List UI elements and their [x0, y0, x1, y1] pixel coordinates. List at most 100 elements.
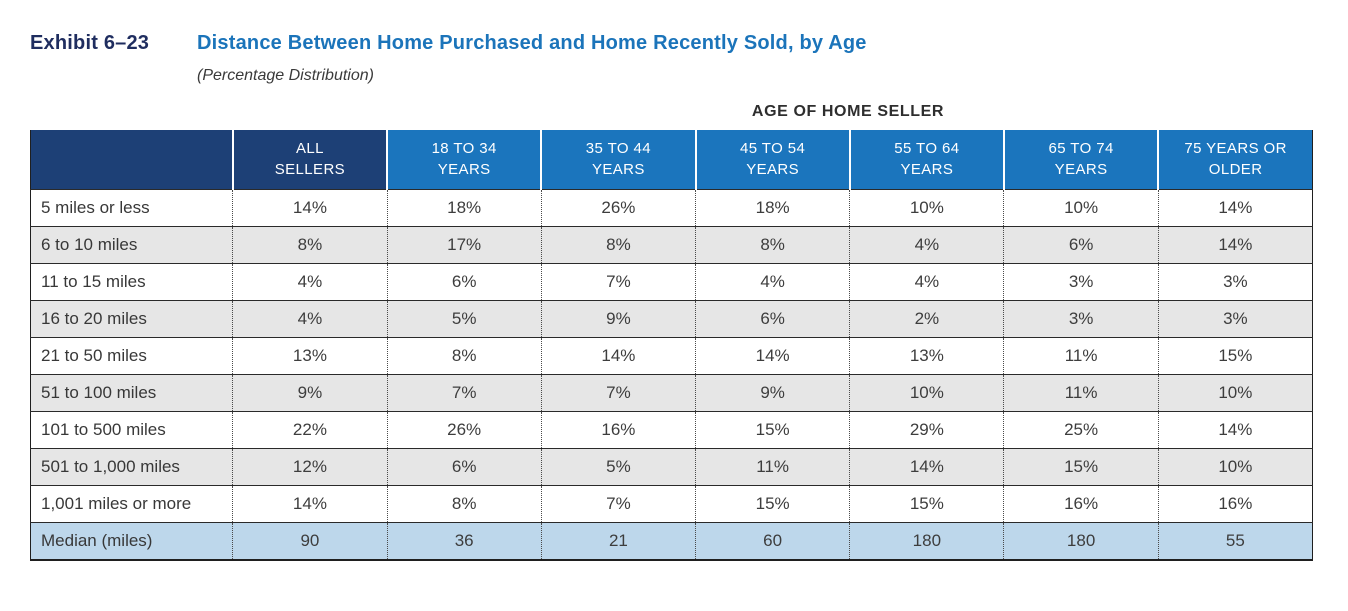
value-cell: 13% — [232, 337, 388, 375]
table-row: 5 miles or less 14% 18% 26% 18% 10% 10% 14% — [30, 189, 1313, 227]
value-cell: 55 — [1157, 522, 1313, 560]
row-label: 501 to 1,000 miles — [30, 448, 233, 486]
row-label: 11 to 15 miles — [30, 263, 233, 301]
value-cell: 36 — [386, 522, 542, 560]
row-label: 1,001 miles or more — [30, 485, 233, 523]
table-row: 501 to 1,000 miles 12% 6% 5% 11% 14% 15% 10% — [30, 448, 1313, 486]
value-cell: 6% — [1003, 226, 1159, 264]
value-cell: 3% — [1157, 300, 1313, 338]
table-row: 1,001 miles or more 14% 8% 7% 15% 15% 16% 16% — [30, 485, 1313, 523]
row-label: Median (miles) — [30, 522, 233, 560]
value-cell: 26% — [386, 411, 542, 449]
value-cell: 9% — [232, 374, 388, 412]
table-zone: AGE OF HOME SELLER ALL SELLERS 18 TO 34 Y… — [30, 103, 1313, 561]
value-cell: 15% — [695, 485, 850, 523]
value-cell: 14% — [232, 189, 388, 227]
table-row: 6 to 10 miles 8% 17% 8% 8% 4% 6% 14% — [30, 226, 1313, 264]
value-cell: 26% — [540, 189, 696, 227]
value-cell: 17% — [386, 226, 542, 264]
value-cell: 3% — [1003, 263, 1159, 301]
value-cell: 7% — [540, 374, 696, 412]
value-cell: 7% — [540, 263, 696, 301]
value-cell: 16% — [1003, 485, 1159, 523]
table-row: 21 to 50 miles 13% 8% 14% 14% 13% 11% 15% — [30, 337, 1313, 375]
distance-by-age-table: ALL SELLERS 18 TO 34 YEARS 35 TO 44 YEARS 4… — [30, 130, 1313, 561]
value-cell: 18% — [695, 189, 850, 227]
value-cell: 14% — [540, 337, 696, 375]
row-label: 5 miles or less — [30, 189, 233, 227]
table-body: 5 miles or less 14% 18% 26% 18% 10% 10% 14% 6 to… — [30, 189, 1313, 560]
column-header: ALL SELLERS — [231, 130, 388, 190]
table-header: ALL SELLERS 18 TO 34 YEARS 35 TO 44 YEARS 4… — [30, 130, 1313, 190]
value-cell: 8% — [386, 485, 542, 523]
value-cell: 14% — [849, 448, 1004, 486]
value-cell: 15% — [695, 411, 850, 449]
header-row: ALL SELLERS 18 TO 34 YEARS 35 TO 44 YEARS 4… — [30, 130, 1313, 190]
value-cell: 21 — [540, 522, 696, 560]
value-cell: 180 — [1003, 522, 1159, 560]
value-cell: 4% — [232, 263, 388, 301]
value-cell: 9% — [695, 374, 850, 412]
row-label: 6 to 10 miles — [30, 226, 233, 264]
value-cell: 3% — [1003, 300, 1159, 338]
value-cell: 8% — [695, 226, 850, 264]
table-super-header: AGE OF HOME SELLER — [751, 103, 945, 120]
value-cell: 8% — [386, 337, 542, 375]
column-header: 55 TO 64 YEARS — [848, 130, 1004, 190]
value-cell: 4% — [695, 263, 850, 301]
column-header: 75 YEARS OR OLDER — [1157, 130, 1313, 190]
value-cell: 2% — [849, 300, 1004, 338]
value-cell: 15% — [849, 485, 1004, 523]
table-row: 51 to 100 miles 9% 7% 7% 9% 10% 11% 10% — [30, 374, 1313, 412]
value-cell: 4% — [849, 263, 1004, 301]
value-cell: 180 — [849, 522, 1004, 560]
exhibit-title: Distance Between Home Purchased and Home… — [197, 32, 867, 54]
row-label: 101 to 500 miles — [30, 411, 233, 449]
value-cell: 10% — [1157, 448, 1313, 486]
value-cell: 14% — [1157, 226, 1313, 264]
value-cell: 7% — [540, 485, 696, 523]
row-label: 51 to 100 miles — [30, 374, 233, 412]
column-header: 18 TO 34 YEARS — [386, 130, 542, 190]
value-cell: 18% — [386, 189, 542, 227]
value-cell: 15% — [1157, 337, 1313, 375]
value-cell: 11% — [695, 448, 850, 486]
value-cell: 14% — [1157, 189, 1313, 227]
value-cell: 4% — [849, 226, 1004, 264]
value-cell: 15% — [1003, 448, 1159, 486]
value-cell: 14% — [695, 337, 850, 375]
value-cell: 8% — [540, 226, 696, 264]
value-cell: 60 — [695, 522, 850, 560]
value-cell: 9% — [540, 300, 696, 338]
value-cell: 22% — [232, 411, 388, 449]
value-cell: 3% — [1157, 263, 1313, 301]
value-cell: 16% — [540, 411, 696, 449]
value-cell: 29% — [849, 411, 1004, 449]
table-row: 16 to 20 miles 4% 5% 9% 6% 2% 3% 3% — [30, 300, 1313, 338]
corner-header-cell — [30, 130, 233, 190]
column-header: 35 TO 44 YEARS — [540, 130, 696, 190]
value-cell: 7% — [386, 374, 542, 412]
value-cell: 4% — [232, 300, 388, 338]
value-cell: 5% — [386, 300, 542, 338]
value-cell: 16% — [1157, 485, 1313, 523]
column-header: 45 TO 54 YEARS — [694, 130, 850, 190]
value-cell: 10% — [1003, 189, 1159, 227]
column-header: 65 TO 74 YEARS — [1002, 130, 1159, 190]
value-cell: 8% — [232, 226, 388, 264]
value-cell: 90 — [232, 522, 388, 560]
value-cell: 6% — [386, 448, 542, 486]
value-cell: 14% — [232, 485, 388, 523]
value-cell: 12% — [232, 448, 388, 486]
exhibit-subtitle: (Percentage Distribution) — [197, 67, 374, 84]
median-row: Median (miles) 90 36 21 60 180 180 55 — [30, 522, 1313, 560]
value-cell: 13% — [849, 337, 1004, 375]
table-row: 101 to 500 miles 22% 26% 16% 15% 29% 25% 14% — [30, 411, 1313, 449]
value-cell: 11% — [1003, 337, 1159, 375]
value-cell: 5% — [540, 448, 696, 486]
value-cell: 10% — [1157, 374, 1313, 412]
exhibit-number: Exhibit 6–23 — [30, 32, 150, 54]
value-cell: 25% — [1003, 411, 1159, 449]
value-cell: 11% — [1003, 374, 1159, 412]
